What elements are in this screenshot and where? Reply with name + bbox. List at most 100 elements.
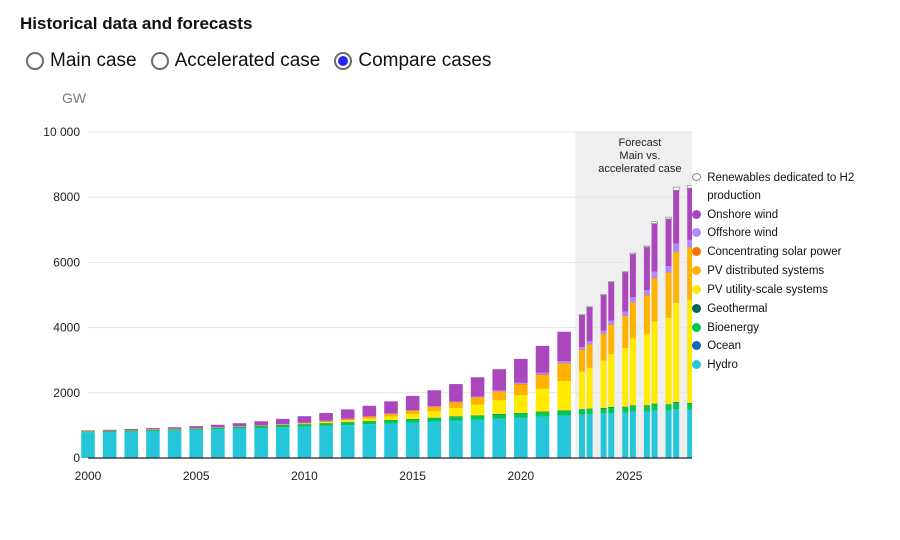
forecast-label: Main vs. xyxy=(619,150,660,162)
legend-label: Ocean xyxy=(707,338,741,356)
bar-segment-pv_distributed xyxy=(492,392,506,401)
radio-label: Accelerated case xyxy=(175,50,321,72)
bar-segment-h2 xyxy=(666,217,672,219)
bar-segment-onshore_wind xyxy=(630,254,636,297)
bar-segment-pv_utility xyxy=(406,414,420,419)
radio-label: Main case xyxy=(50,50,137,72)
legend-item-csp[interactable]: Concentrating solar power xyxy=(692,244,880,262)
bar-segment-onshore_wind xyxy=(168,427,182,429)
legend-item-pv_utility[interactable]: PV utility-scale systems xyxy=(692,282,880,300)
bar-segment-hydro xyxy=(492,419,506,458)
bar-segment-geothermal xyxy=(666,404,672,405)
bar-segment-hydro xyxy=(557,416,571,458)
bar-segment-csp xyxy=(449,402,463,403)
bar-segment-onshore_wind xyxy=(652,224,658,272)
legend-swatch xyxy=(692,304,701,313)
page-title: Historical data and forecasts xyxy=(20,14,880,34)
bar-segment-geothermal xyxy=(644,405,650,406)
bar-segment-geothermal xyxy=(536,412,550,413)
bar-segment-hydro xyxy=(608,413,614,458)
bar-segment-onshore_wind xyxy=(319,413,333,421)
bar-segment-bioenergy xyxy=(449,417,463,421)
bar-segment-hydro xyxy=(189,430,203,458)
bar-segment-csp xyxy=(587,344,593,345)
bar-segment-hydro xyxy=(666,411,672,458)
bar-segment-onshore_wind xyxy=(276,419,290,424)
legend-label: Concentrating solar power xyxy=(707,244,841,262)
bar-segment-hydro xyxy=(146,431,160,458)
bar-segment-pv_utility xyxy=(276,425,290,426)
bar-segment-offshore_wind xyxy=(341,419,355,420)
legend-label: Onshore wind xyxy=(707,207,778,225)
bar-segment-hydro xyxy=(341,425,355,458)
bar-segment-pv_utility xyxy=(492,400,506,414)
bar-segment-geothermal xyxy=(514,413,528,414)
bar-segment-onshore_wind xyxy=(608,282,614,320)
bar-segment-offshore_wind xyxy=(189,428,203,429)
bar-segment-bioenergy xyxy=(254,426,268,428)
bar-segment-bioenergy xyxy=(536,412,550,416)
radio-label: Compare cases xyxy=(358,50,491,72)
bar-segment-pv_distributed xyxy=(103,431,117,432)
legend-item-bioenergy[interactable]: Bioenergy xyxy=(692,320,880,338)
bar-segment-pv_distributed xyxy=(652,278,658,321)
bar-segment-csp xyxy=(622,315,628,316)
x-tick-label: 2005 xyxy=(183,469,210,483)
legend-item-hydro[interactable]: Hydro xyxy=(692,357,880,375)
radio-option-compare[interactable]: Compare cases xyxy=(334,50,491,72)
bar-segment-offshore_wind xyxy=(601,331,607,334)
bar-segment-pv_distributed xyxy=(514,384,528,395)
bar-segment-bioenergy xyxy=(341,423,355,426)
bar-segment-pv_distributed xyxy=(579,350,585,372)
bar-segment-hydro xyxy=(630,412,636,458)
legend-item-pv_distributed[interactable]: PV distributed systems xyxy=(692,263,880,281)
bar-segment-bioenergy xyxy=(601,408,607,413)
bar-segment-pv_utility xyxy=(644,334,650,406)
bar-segment-onshore_wind xyxy=(587,307,593,341)
bar-segment-onshore_wind xyxy=(124,429,138,430)
bar-segment-hydro xyxy=(124,431,138,458)
legend-item-offshore_wind[interactable]: Offshore wind xyxy=(692,225,880,243)
bar-segment-hydro xyxy=(427,421,441,458)
bar-segment-pv_distributed xyxy=(622,316,628,348)
bar-segment-pv_utility xyxy=(666,318,672,404)
bar-segment-pv_utility xyxy=(673,303,679,402)
bar-segment-offshore_wind xyxy=(211,427,225,428)
bar-segment-bioenergy xyxy=(579,410,585,415)
bar-segment-hydro xyxy=(579,415,585,458)
legend-swatch xyxy=(692,228,701,237)
radio-option-main[interactable]: Main case xyxy=(26,50,137,72)
y-tick-label: 6000 xyxy=(53,255,80,269)
legend-label: PV distributed systems xyxy=(707,263,824,281)
bar-segment-hydro xyxy=(384,423,398,458)
bar-segment-geothermal xyxy=(384,420,398,421)
bar-segment-onshore_wind xyxy=(427,390,441,406)
radio-option-accel[interactable]: Accelerated case xyxy=(151,50,321,72)
x-tick-label: 2020 xyxy=(508,469,535,483)
legend: Renewables dedicated to H2 productionOns… xyxy=(692,112,880,376)
bar-segment-onshore_wind xyxy=(601,295,607,331)
legend-item-geothermal[interactable]: Geothermal xyxy=(692,301,880,319)
bar-segment-geothermal xyxy=(630,405,636,406)
legend-swatch xyxy=(692,173,701,181)
bar-segment-csp xyxy=(514,384,528,385)
bar-segment-onshore_wind xyxy=(666,219,672,266)
bar-segment-offshore_wind xyxy=(557,361,571,363)
legend-swatch xyxy=(692,323,701,332)
bar-segment-pv_utility xyxy=(652,321,658,403)
legend-item-h2[interactable]: Renewables dedicated to H2 production xyxy=(692,170,880,206)
bar-segment-offshore_wind xyxy=(673,243,679,251)
legend-label: Geothermal xyxy=(707,301,767,319)
bar-segment-geothermal xyxy=(652,404,658,405)
bar-segment-bioenergy xyxy=(666,405,672,411)
x-tick-label: 2025 xyxy=(616,469,643,483)
bar-segment-pv_distributed xyxy=(608,325,614,354)
legend-item-onshore_wind[interactable]: Onshore wind xyxy=(692,207,880,225)
bar-segment-offshore_wind xyxy=(666,266,672,272)
bar-segment-pv_distributed xyxy=(673,252,679,303)
x-tick-label: 2000 xyxy=(75,469,102,483)
bar-segment-hydro xyxy=(276,427,290,458)
legend-item-ocean[interactable]: Ocean xyxy=(692,338,880,356)
case-radio-group: Main case Accelerated case Compare cases xyxy=(26,50,880,72)
bar-segment-csp xyxy=(579,350,585,351)
